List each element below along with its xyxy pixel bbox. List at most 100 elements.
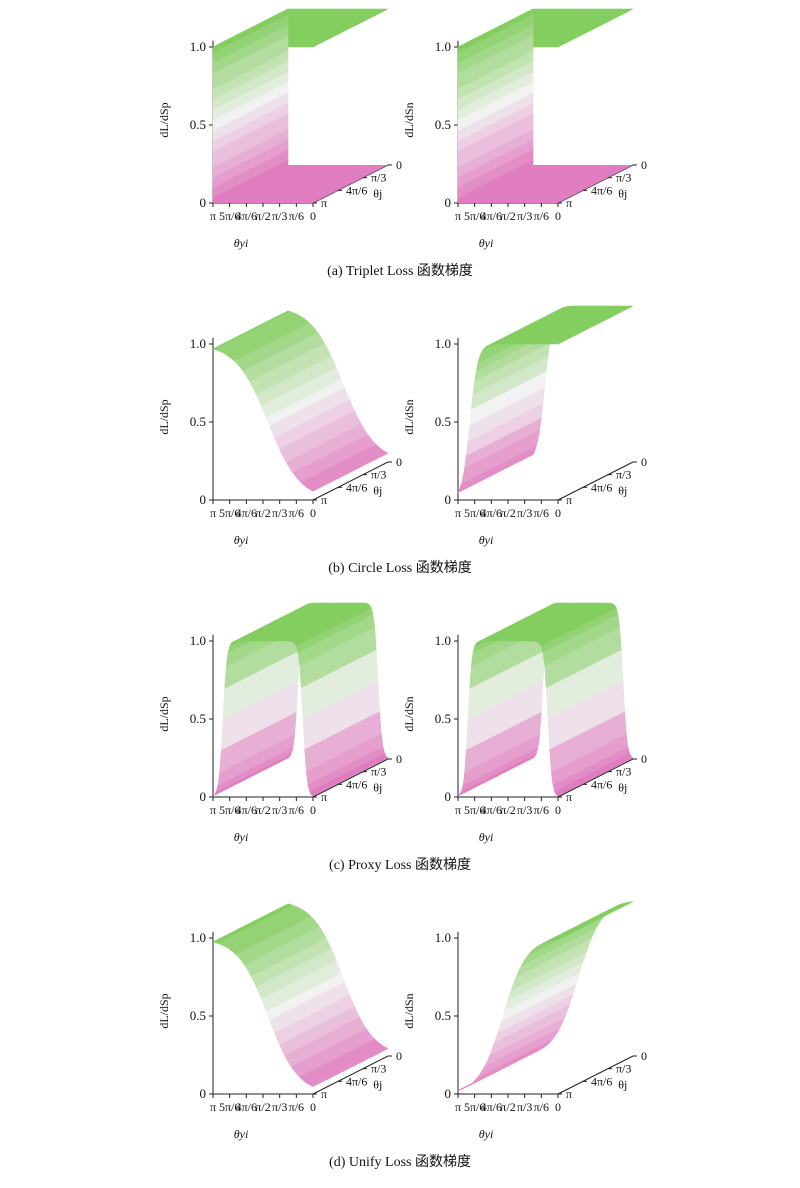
depth-axis xyxy=(312,1055,389,1095)
z-axis-label: dL/dSp xyxy=(157,993,171,1028)
z-axis-label: dL/dSn xyxy=(402,399,416,434)
depth-tick-label: π/3 xyxy=(616,468,631,482)
x-tick-label: π/6 xyxy=(289,803,304,817)
x-axis-label: θyi xyxy=(479,236,494,250)
z-axis-label: dL/dSn xyxy=(402,102,416,137)
x-tick-label: 0 xyxy=(310,506,316,520)
surface-wall xyxy=(212,8,289,53)
depth-tick-label: 0 xyxy=(396,1049,402,1063)
surface-floor xyxy=(213,165,388,203)
z-tick-label: 0.5 xyxy=(435,1008,451,1023)
surface-plot: 0 0.5 1.0 dL/dSn π 5π/6 4π/6 π/2 π/3 π/6 0 θyi 0 π/3 4… xyxy=(393,297,653,594)
z-tick-label: 0.5 xyxy=(435,117,451,132)
z-axis-label: dL/dSn xyxy=(402,993,416,1028)
surface-cell xyxy=(556,40,571,48)
surface xyxy=(212,602,389,797)
depth-tick-label: 0 xyxy=(396,455,402,469)
x-tick-label: 5π/6 xyxy=(219,1100,240,1114)
surface-floor xyxy=(458,165,633,203)
x-tick-label: 4π/6 xyxy=(236,506,257,520)
z-axis-label: dL/dSp xyxy=(157,399,171,434)
surface xyxy=(457,305,634,494)
x-tick-label: π/3 xyxy=(272,506,287,520)
x-tick-label: π/6 xyxy=(534,1100,549,1114)
depth-axis-label: θj xyxy=(373,484,382,498)
surface-cell xyxy=(597,686,613,725)
depth-tick-label: 4π/6 xyxy=(591,1074,612,1088)
z-tick-label: 0 xyxy=(445,492,452,507)
x-tick-label: π/6 xyxy=(534,803,549,817)
depth-tick-label: π xyxy=(321,196,327,210)
figure-row: 0 0.5 1.0 dL/dSp π 5π/6 4π/6 π/2 π/3 π/6 0 θyi 0 π/3 4… xyxy=(0,297,800,594)
z-tick-label: 1.0 xyxy=(190,930,206,945)
depth-tick-label: 0 xyxy=(641,752,647,766)
z-tick-label: 0.5 xyxy=(190,711,206,726)
z-tick-label: 0 xyxy=(200,789,207,804)
surface-cell xyxy=(310,483,327,492)
z-axis-label: dL/dSn xyxy=(402,696,416,731)
x-tick-label: 5π/6 xyxy=(219,209,240,223)
surface-cell xyxy=(556,932,571,941)
figure-caption: (a) Triplet Loss 函数梯度 xyxy=(327,264,473,279)
z-axis-label: dL/dSp xyxy=(157,696,171,731)
surface-cell xyxy=(560,705,576,744)
x-tick-label: π/3 xyxy=(272,803,287,817)
x-axis-label: θyi xyxy=(234,533,249,547)
depth-tick-label: π xyxy=(566,790,572,804)
surface-cell xyxy=(545,681,561,720)
depth-axis xyxy=(557,758,634,798)
x-tick-label: π/3 xyxy=(517,803,532,817)
surface-cell xyxy=(583,662,599,701)
surface xyxy=(212,8,389,204)
x-tick-label: 4π/6 xyxy=(481,209,502,223)
depth-tick-label: π xyxy=(566,1087,572,1101)
z-tick-label: 0.5 xyxy=(190,414,206,429)
x-tick-label: π/2 xyxy=(500,506,515,520)
surface-cell xyxy=(311,40,326,48)
depth-tick-label: 0 xyxy=(396,158,402,172)
x-tick-label: 4π/6 xyxy=(236,803,257,817)
depth-tick-label: π/3 xyxy=(371,171,386,185)
depth-axis-label: θj xyxy=(618,187,627,201)
depth-tick-label: 4π/6 xyxy=(591,480,612,494)
z-tick-label: 1.0 xyxy=(435,633,451,648)
x-tick-label: π xyxy=(210,1100,216,1114)
x-tick-label: π xyxy=(455,803,461,817)
z-tick-label: 1.0 xyxy=(435,336,451,351)
x-axis-label: θyi xyxy=(234,1127,249,1141)
figure-row: 0 0.5 1.0 dL/dSp π 5π/6 4π/6 π/2 π/3 π/6 0 θyi 0 π/3 4… xyxy=(0,0,800,297)
x-tick-label: π/2 xyxy=(255,1100,270,1114)
depth-tick-label: 4π/6 xyxy=(346,183,367,197)
z-tick-label: 1.0 xyxy=(190,39,206,54)
x-axis-label: θyi xyxy=(479,1127,494,1141)
x-tick-label: π xyxy=(210,209,216,223)
x-tick-label: 0 xyxy=(310,1100,316,1114)
depth-tick-label: π/3 xyxy=(616,171,631,185)
depth-axis-label: θj xyxy=(373,187,382,201)
x-axis-label: θyi xyxy=(479,830,494,844)
x-tick-label: π/2 xyxy=(500,803,515,817)
z-tick-label: 0.5 xyxy=(190,117,206,132)
depth-tick-label: 4π/6 xyxy=(591,183,612,197)
x-tick-label: 4π/6 xyxy=(236,1100,257,1114)
z-tick-label: 0 xyxy=(200,1086,207,1101)
x-tick-label: π/2 xyxy=(500,1100,515,1114)
x-axis-label: θyi xyxy=(234,830,249,844)
surface-cell xyxy=(352,686,368,725)
depth-axis-label: θj xyxy=(373,1078,382,1092)
x-tick-label: π/3 xyxy=(272,209,287,223)
depth-tick-label: π/3 xyxy=(371,1062,386,1076)
depth-axis xyxy=(312,461,389,501)
x-tick-label: π/2 xyxy=(500,209,515,223)
x-tick-label: 5π/6 xyxy=(464,803,485,817)
z-tick-label: 0 xyxy=(445,789,452,804)
x-tick-label: π xyxy=(210,803,216,817)
figure-row: 0 0.5 1.0 dL/dSp π 5π/6 4π/6 π/2 π/3 π/6 0 θyi 0 π/3 4… xyxy=(0,594,800,891)
figure-caption: (c) Proxy Loss 函数梯度 xyxy=(329,858,471,873)
surface-plot: 0 0.5 1.0 dL/dSn π 5π/6 4π/6 π/2 π/3 π/6 0 θyi 0 π/3 4… xyxy=(393,594,653,891)
surface-cell xyxy=(338,662,354,701)
